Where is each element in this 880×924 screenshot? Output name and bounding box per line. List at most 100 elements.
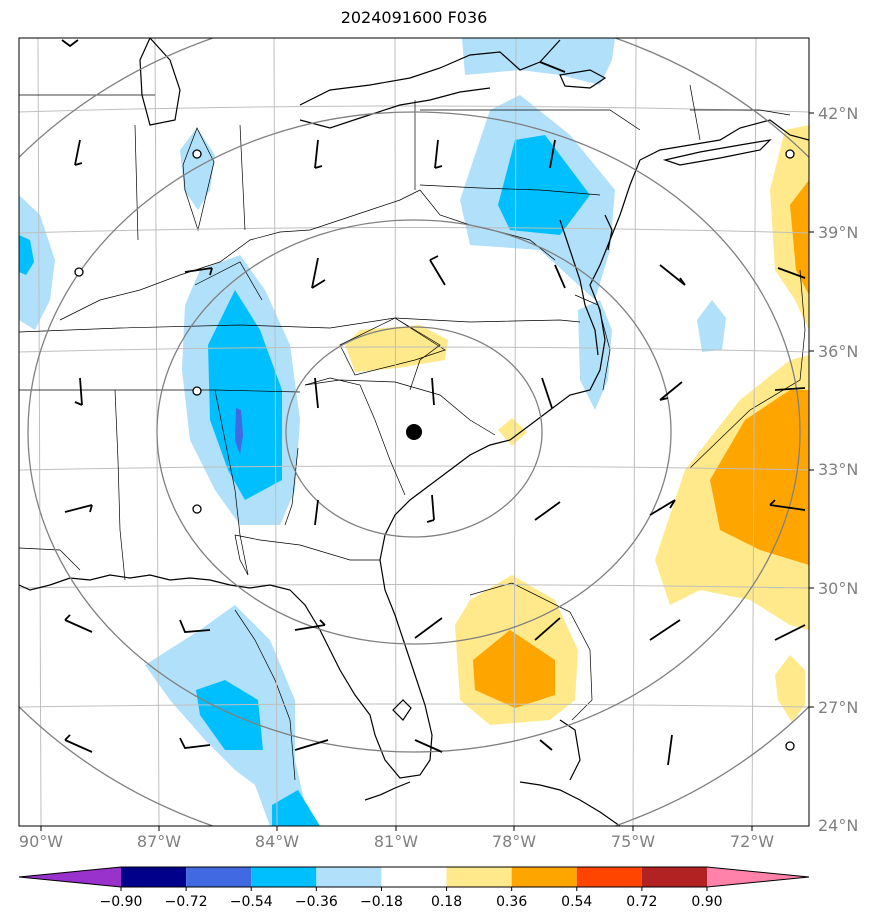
wind-barb [414,739,443,753]
cuba-north [519,781,621,826]
colorbar-tick-label: −0.54 [229,894,273,910]
parallel-42n [19,105,809,113]
wind-barb [64,614,93,633]
neg-region-missouri-core [19,235,34,275]
contour-tn-north [194,261,263,301]
colorbar-segment [576,867,642,887]
wind-barb [429,255,446,286]
pos-region-ne-coast [770,125,809,330]
chesapeake-bay [559,219,599,356]
wind-barb [534,617,561,641]
parallel-36n [19,346,809,353]
calm-circle [785,149,795,159]
colorbar-segment [641,867,707,887]
lat-label-42n: 42°N [818,104,859,123]
great-lakes-east [299,39,561,106]
colorbar-tick-label: −0.36 [294,894,338,910]
great-lakes-michigan [139,38,181,126]
colorbar-tick-label: 0.36 [496,894,528,910]
border-la [19,547,81,571]
parallel-27n [19,703,809,708]
calm-circle [74,267,84,277]
calm-circle [785,741,795,751]
wind-barbs [61,39,806,766]
border-ms-al [114,389,126,581]
wind-barb [74,139,83,166]
colorbar-tick-label: 0.18 [430,894,463,910]
neg-region-kentucky [180,128,215,210]
colorbar-extend-min [19,867,121,887]
colorbar-tick-label: 0.90 [691,894,723,910]
lon-label-72w: 72°W [729,832,775,851]
colorbar [18,866,810,891]
lake-okeechobee [392,699,412,721]
wind-barb [64,504,93,513]
calm-markers [74,149,795,751]
lake-ontario [559,69,607,89]
wind-barb [431,377,435,406]
pos-region-north-carolina [345,325,448,372]
lat-label-33n: 33°N [818,460,859,479]
parallel-39n [19,227,809,234]
contour-nc [339,317,446,376]
neg-region-atlantic-small [697,300,726,352]
parallel-30n [19,584,809,589]
long-island [662,139,772,166]
map-title: 2024091600 F036 [340,8,488,27]
border-sc-ga [304,377,406,496]
border-tn-ky-south [19,389,301,393]
wind-barb [777,267,806,279]
wind-barb [414,617,443,639]
lat-label-27n: 27°N [818,698,859,717]
border-ny-vt [689,84,701,141]
pos-region-ne-coast-core [790,180,809,295]
wind-barb [774,387,806,391]
colorbar-segment [511,867,577,887]
border-ohio-river [59,189,421,321]
lat-label-24n: 24°N [818,816,859,835]
wind-barb [659,381,683,401]
contour-gulf-west [234,609,296,781]
calm-circle [192,149,202,159]
wind-barb [294,619,326,631]
lat-label-30n: 30°N [818,579,859,598]
wind-barb [541,377,553,409]
border-36n [19,317,581,333]
mid-atlantic-coast [19,159,641,779]
colorbar-extend-max [707,867,809,887]
meridian-90w [37,38,42,826]
border-fl-west [234,534,249,576]
lon-label-84w: 84°W [254,832,300,851]
lat-label-36n: 36°N [818,342,859,361]
contour-kentucky [182,127,215,232]
pos-region-bahamas-east [775,655,805,722]
lon-label-87w: 87°W [136,832,182,851]
bahamas [559,719,581,781]
state-borders [19,84,791,581]
border-sc-nc [304,379,496,436]
wind-barb [426,494,435,523]
colorbar-tick-label: −0.18 [359,894,403,910]
lon-label-81w: 81°W [373,832,419,851]
wind-barb [314,377,319,409]
colorbar-tick-label: −0.72 [164,894,208,910]
meridian-78w [513,38,517,826]
border-ny-ma [690,109,791,116]
border-ga-fl [234,534,380,561]
calm-circle [192,504,202,514]
wind-barb [64,734,93,753]
meridian-72w [751,38,757,826]
wind-barb [539,739,553,751]
wind-barb [179,737,211,749]
calm-circle [192,386,202,396]
neg-region-gulf-south [272,790,320,826]
wind-barb [179,619,211,633]
neg-region-pennsylvania-core [498,135,590,235]
neg-region-new-england [462,38,615,85]
wind-barb [549,139,556,169]
lake-erie [299,87,491,129]
coastlines [19,38,809,826]
lon-label-78w: 78°W [491,832,537,851]
